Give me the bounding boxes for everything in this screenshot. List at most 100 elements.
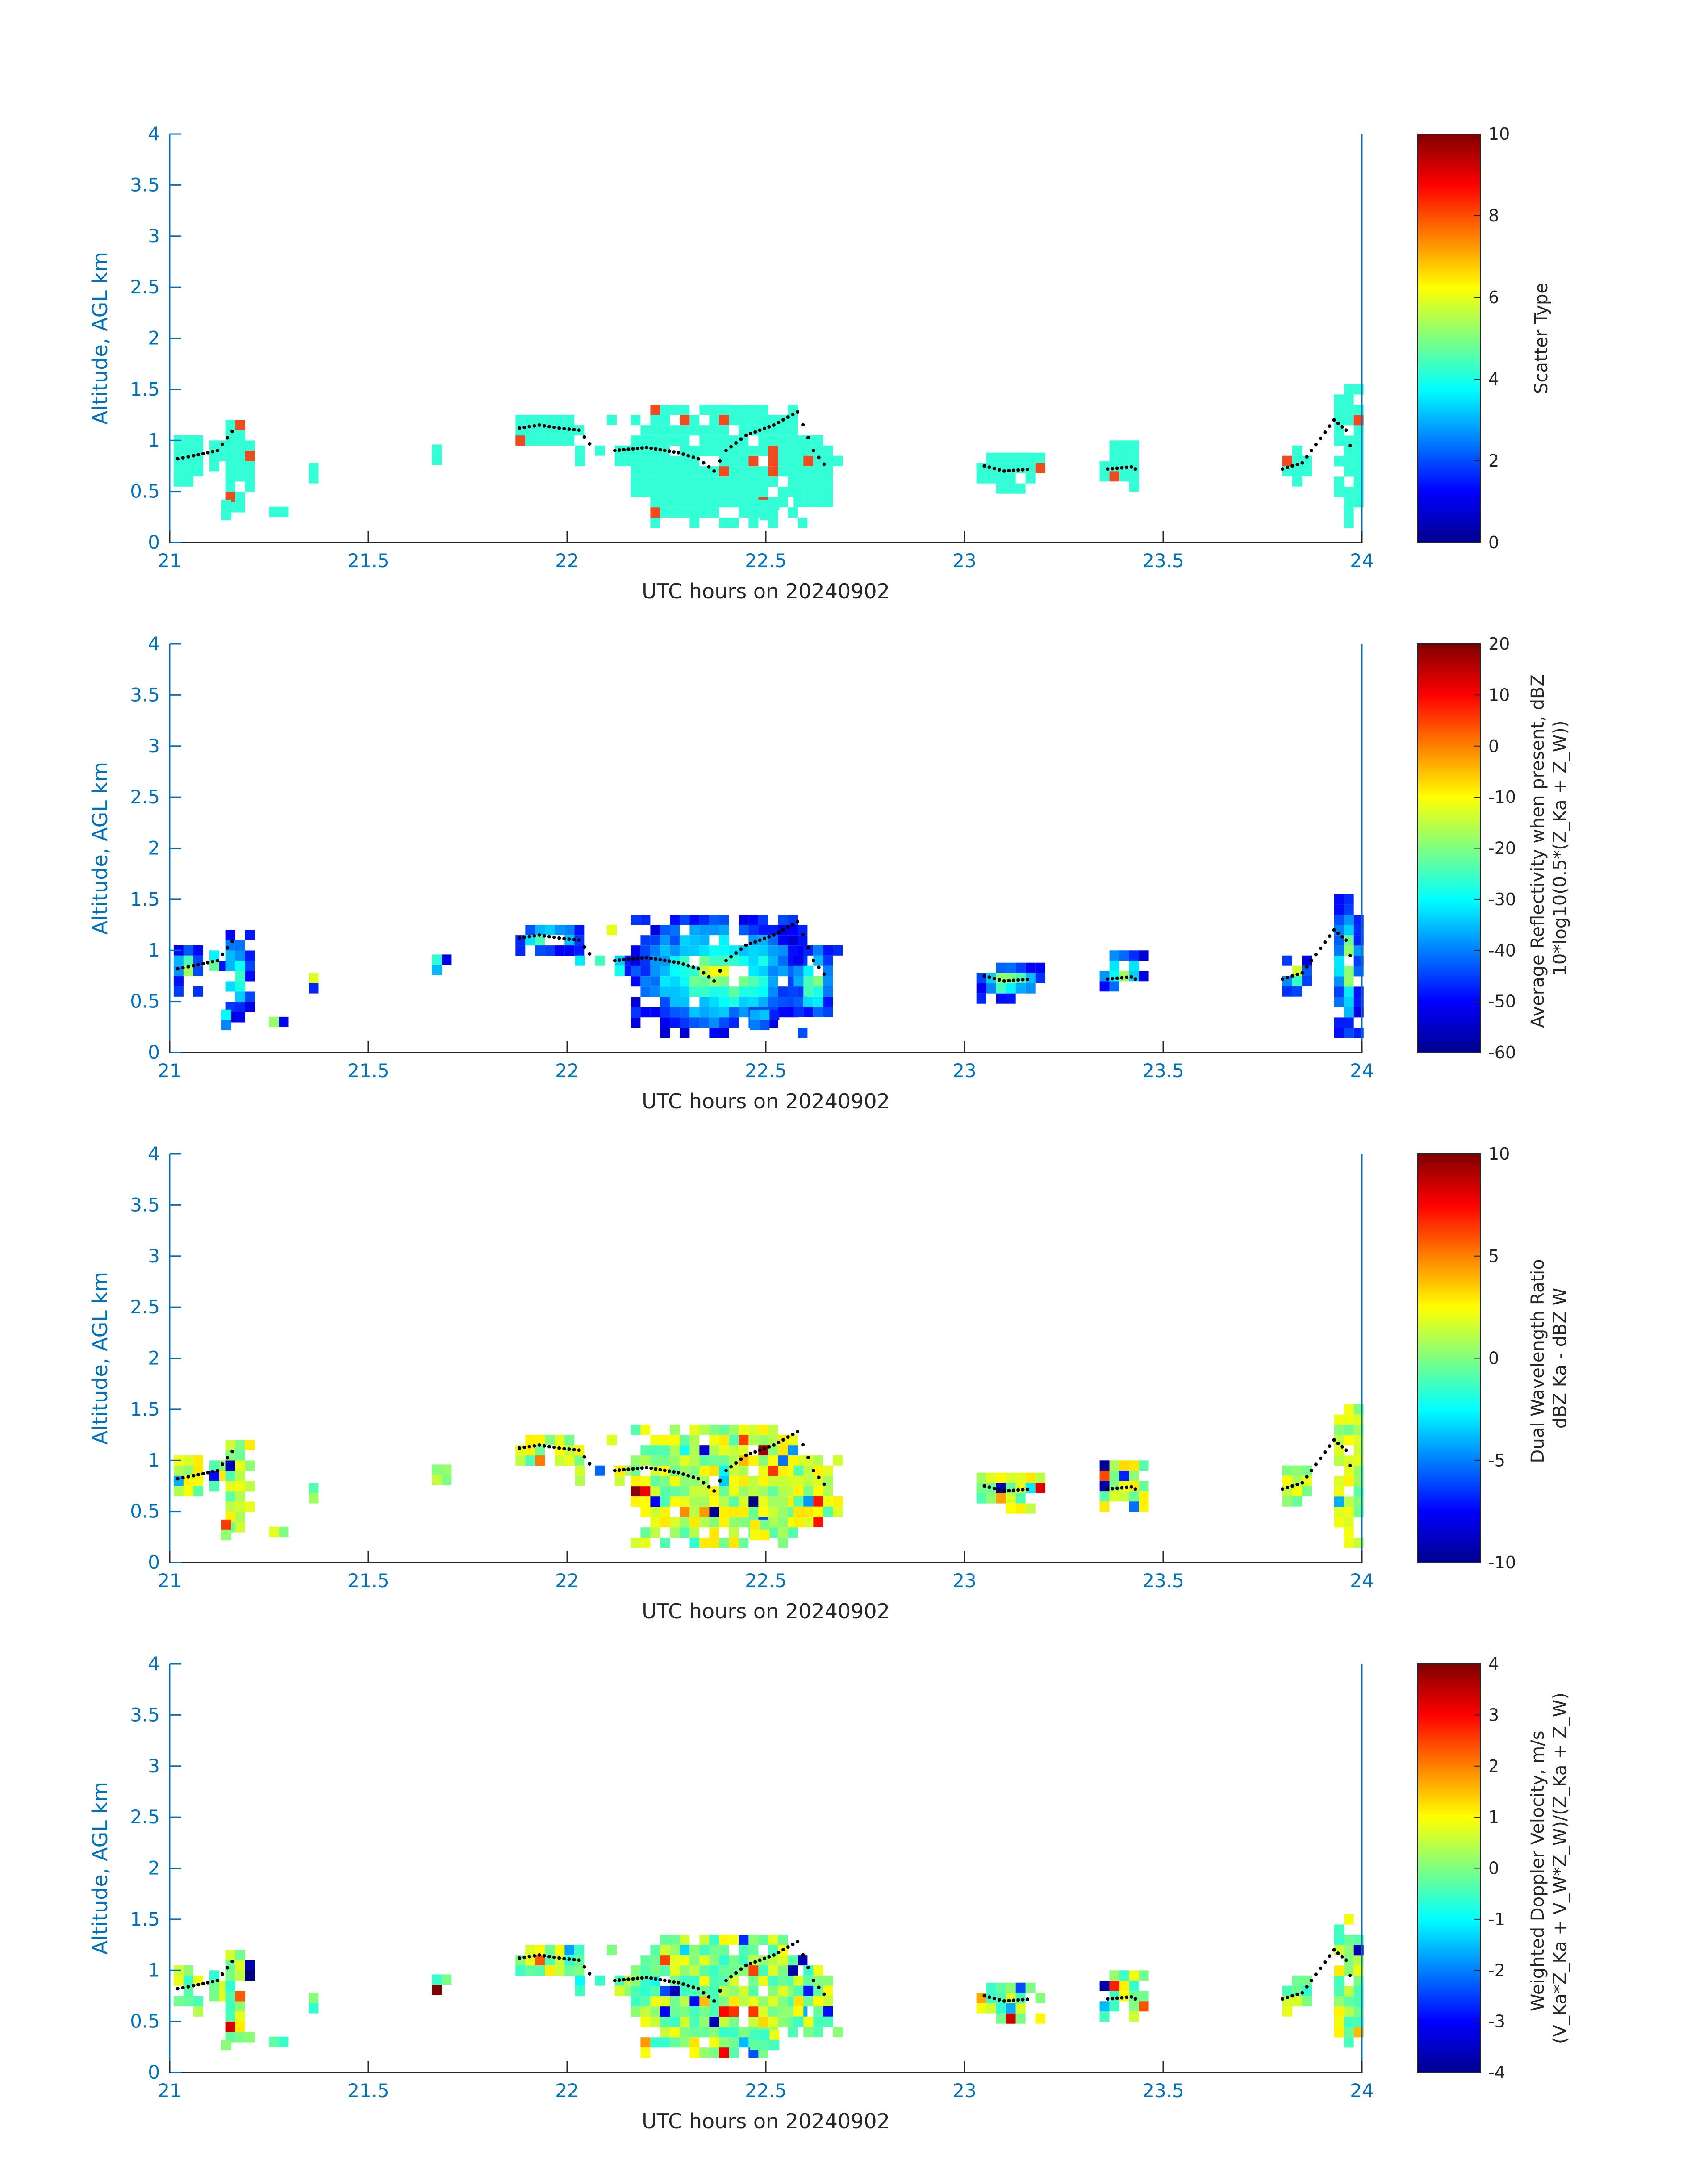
track-point <box>739 1967 743 1971</box>
heatmap-cell <box>193 1455 203 1466</box>
heatmap-cell <box>699 1445 710 1456</box>
heatmap-cell <box>225 2032 235 2043</box>
heatmap-cell <box>595 1975 605 1986</box>
heatmap-cell <box>748 487 759 497</box>
track-point <box>767 935 771 939</box>
heatmap-cell <box>1292 1496 1302 1507</box>
heatmap-cell <box>235 940 245 951</box>
track-point <box>1011 978 1015 982</box>
track-point <box>791 1943 795 1947</box>
heatmap-cell <box>689 507 700 518</box>
track-point <box>1129 1995 1133 1999</box>
heatmap-cell <box>1282 1465 1292 1476</box>
track-point <box>763 1446 766 1450</box>
heatmap-cell <box>689 986 700 997</box>
heatmap-cell <box>729 1527 739 1538</box>
heatmap-cell <box>788 1955 798 1966</box>
heatmap-cell <box>1006 2003 1016 2014</box>
panel-reflectivity: 00.511.522.533.54 21 21.5 22 22.5 23 23.5 24 A… <box>88 633 1570 1113</box>
heatmap-cell <box>545 1955 555 1966</box>
heatmap-cell <box>1035 1993 1045 2003</box>
heatmap-cell <box>235 1970 245 1981</box>
heatmap-cell <box>788 1435 798 1446</box>
heatmap-cell <box>1292 1475 1302 1486</box>
track-point <box>226 436 230 440</box>
track-point <box>1340 425 1344 429</box>
heatmap-cell <box>768 1945 778 1956</box>
heatmap-cell <box>768 435 778 446</box>
track-point <box>577 1448 581 1452</box>
track-point <box>987 1485 991 1489</box>
heatmap-cell <box>235 1950 245 1960</box>
heatmap-cell <box>193 435 203 446</box>
track-point <box>1332 928 1336 932</box>
heatmap-cell <box>660 435 670 446</box>
heatmap-cell <box>748 966 759 977</box>
track-point <box>211 1470 215 1474</box>
heatmap-cell <box>650 1955 660 1966</box>
heatmap-cell <box>760 1009 770 1020</box>
track-point <box>1348 1973 1352 1977</box>
x-ticks: 21 21.5 22 22.5 23 23.5 24 <box>158 531 1374 572</box>
heatmap-cell <box>748 507 759 518</box>
heatmap-cell <box>574 1455 585 1466</box>
heatmap-cell <box>1292 1985 1302 1996</box>
track-point <box>734 1971 738 1975</box>
heatmap-cell <box>173 1996 184 2006</box>
heatmap-cell <box>793 1985 804 1996</box>
heatmap-cell <box>650 1486 660 1497</box>
track-point <box>192 1984 196 1988</box>
panel-scatter-type: 00.511.522.533.54 21 21.5 22 22.5 23 23.5 24 A… <box>88 123 1552 603</box>
heatmap-cell <box>225 1970 235 1981</box>
heatmap-cell <box>729 1435 739 1446</box>
track-point <box>1328 424 1332 428</box>
heatmap-cell <box>813 435 823 446</box>
track-point <box>811 449 815 453</box>
colorbar-tick-label: -4 <box>1488 2063 1505 2082</box>
track-point <box>707 465 711 469</box>
heatmap-cell <box>803 1486 814 1496</box>
track-point <box>1323 1960 1327 1964</box>
track-point <box>763 936 766 940</box>
heatmap-cell <box>729 1017 739 1028</box>
heatmap-cell <box>1344 497 1354 508</box>
heatmap-cell <box>813 2006 823 2017</box>
track-point <box>226 1966 230 1970</box>
heatmap-cell <box>235 2001 245 2012</box>
heatmap-cell <box>758 1455 768 1466</box>
heatmap-cell <box>709 405 719 415</box>
heatmap-cell <box>670 997 680 1007</box>
track-point <box>196 453 200 457</box>
track-point <box>718 1479 722 1483</box>
heatmap-cell <box>660 1435 670 1446</box>
heatmap-cell <box>1119 440 1129 451</box>
y-tick-label: 2 <box>148 327 160 349</box>
heatmap-cell <box>1344 935 1354 946</box>
track-point <box>1025 1997 1029 2002</box>
x-tick-label: 24 <box>1350 1570 1374 1592</box>
heatmap-cell <box>535 1945 545 1956</box>
track-point <box>1348 443 1352 447</box>
heatmap-cell <box>670 915 680 925</box>
heatmap-cell <box>823 976 833 986</box>
heatmap-cell <box>1015 1483 1026 1493</box>
heatmap-cell <box>739 997 749 1007</box>
heatmap-cell <box>748 1496 759 1507</box>
heatmap-cell <box>778 456 788 467</box>
heatmap-cell <box>689 1996 700 2007</box>
heatmap-cell <box>803 1996 814 2006</box>
track-point <box>1290 974 1295 978</box>
heatmap-cell <box>1099 981 1110 992</box>
heatmap-cell <box>788 945 798 956</box>
heatmap-cell <box>193 2006 203 2017</box>
heatmap-cell <box>729 1935 739 1945</box>
heatmap-cell <box>670 1517 680 1528</box>
track-point <box>724 449 728 453</box>
heatmap-cell <box>650 925 660 936</box>
heatmap-cell <box>680 2017 690 2027</box>
heatmap-cell <box>823 476 833 487</box>
track-point <box>522 1446 526 1450</box>
heatmap-cell <box>1344 394 1354 405</box>
track-point <box>192 454 196 458</box>
track-point <box>1115 1996 1119 2000</box>
